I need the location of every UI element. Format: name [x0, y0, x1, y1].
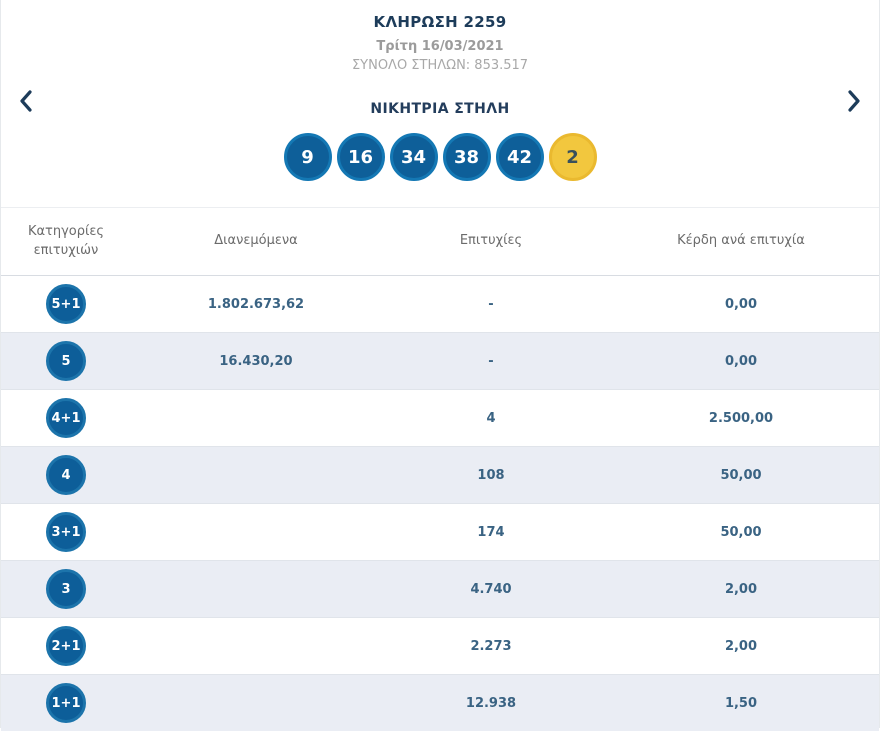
cell-winners: 4: [486, 410, 496, 426]
tier-category-badge: 2+1: [46, 626, 86, 666]
column-header-categories: Κατηγορίες επιτυχιών: [27, 223, 105, 258]
tier-category-badge: 3+1: [46, 512, 86, 552]
column-header-prize: Κέρδη ανά επιτυχία: [677, 233, 805, 249]
table-row: 4 108 50,00: [1, 446, 879, 503]
previous-draw-button[interactable]: [9, 84, 43, 118]
cell-winners: 4.740: [470, 581, 512, 597]
cell-distributed: 1.802.673,62: [207, 296, 305, 312]
cell-prize: 0,00: [724, 296, 758, 312]
column-header-distributed: Διανεμόμενα: [214, 233, 298, 249]
tier-category-badge: 5+1: [46, 284, 86, 324]
table-row: 3+1 174 50,00: [1, 503, 879, 560]
tier-category-badge: 4+1: [46, 398, 86, 438]
prize-tier-table: Κατηγορίες επιτυχιών Διανεμόμενα Επιτυχί…: [1, 207, 879, 731]
next-draw-button[interactable]: [837, 84, 871, 118]
winning-number-ball: 38: [442, 133, 491, 181]
tier-category-badge: 5: [46, 341, 86, 381]
table-row: 5+1 1.802.673,62 - 0,00: [1, 276, 879, 332]
cell-prize: 2.500,00: [708, 410, 774, 426]
cell-prize: 2,00: [724, 581, 758, 597]
winning-number-ball: 16: [336, 133, 385, 181]
table-row: 3 4.740 2,00: [1, 560, 879, 617]
table-body: 5+1 1.802.673,62 - 0,00 5 16.430,20 - 0,…: [1, 276, 879, 731]
cell-prize: 2,00: [724, 638, 758, 654]
cell-winners: 108: [477, 467, 505, 483]
table-row: 5 16.430,20 - 0,00: [1, 332, 879, 389]
cell-winners: 2.273: [470, 638, 512, 654]
draw-header: ΚΛΗΡΩΣΗ 2259 Τρίτη 16/03/2021 ΣΥΝΟΛΟ ΣΤΗ…: [1, 0, 879, 73]
cell-prize: 1,50: [724, 695, 758, 711]
tier-category-badge: 1+1: [46, 683, 86, 723]
winning-column-title: ΝΙΚΗΤΡΙΑ ΣΤΗΛΗ: [370, 101, 510, 117]
winning-number-ball: 9: [283, 133, 332, 181]
draw-title: ΚΛΗΡΩΣΗ 2259: [373, 13, 507, 31]
cell-distributed: 16.430,20: [219, 353, 293, 369]
cell-prize: 50,00: [720, 524, 762, 540]
winning-number-ball: 34: [389, 133, 438, 181]
chevron-right-icon: [847, 89, 861, 113]
cell-winners: 12.938: [465, 695, 517, 711]
joker-number-ball: 2: [548, 133, 597, 181]
tier-category-badge: 4: [46, 455, 86, 495]
tier-category-badge: 3: [46, 569, 86, 609]
draw-date: Τρίτη 16/03/2021: [376, 39, 504, 54]
cell-winners: -: [488, 353, 494, 369]
table-row: 4+1 4 2.500,00: [1, 389, 879, 446]
table-row: 2+1 2.273 2,00: [1, 617, 879, 674]
cell-winners: -: [488, 296, 494, 312]
column-header-winners: Επιτυχίες: [459, 233, 523, 249]
winning-number-ball: 42: [495, 133, 544, 181]
table-row: 1+1 12.938 1,50: [1, 674, 879, 731]
cell-prize: 0,00: [724, 353, 758, 369]
winning-numbers-row: 9 16 34 38 42 2: [1, 133, 879, 181]
table-header-row: Κατηγορίες επιτυχιών Διανεμόμενα Επιτυχί…: [1, 208, 879, 276]
cell-prize: 50,00: [720, 467, 762, 483]
draw-total-columns: ΣΥΝΟΛΟ ΣΤΗΛΩΝ: 853.517: [351, 58, 529, 73]
chevron-left-icon: [19, 89, 33, 113]
cell-winners: 174: [477, 524, 505, 540]
